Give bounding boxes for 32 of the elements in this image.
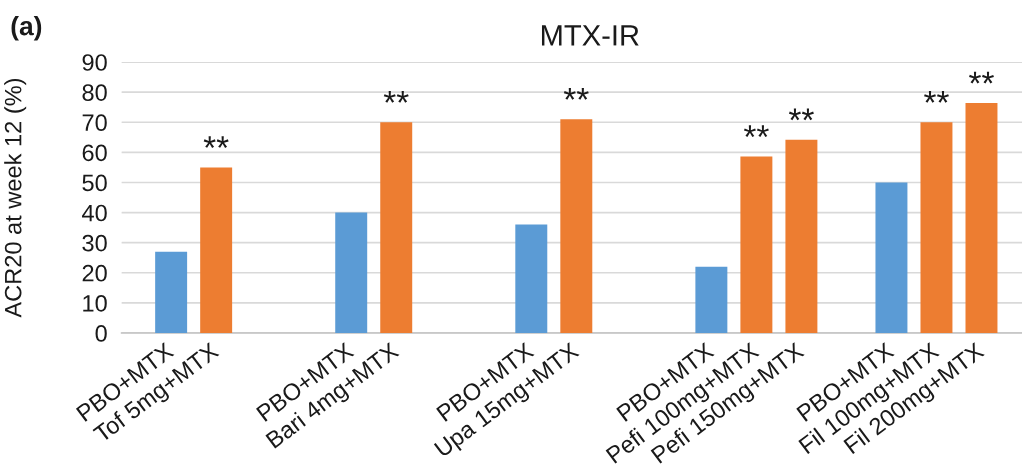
bar bbox=[875, 182, 908, 333]
bar bbox=[335, 212, 368, 333]
bar bbox=[785, 139, 818, 333]
y-axis-title: ACR20 at week 12 (%) bbox=[4, 78, 27, 318]
bar bbox=[695, 266, 728, 333]
annotation: ** bbox=[924, 91, 949, 103]
annotation: ** bbox=[788, 108, 814, 121]
y-tick-label: 40 bbox=[82, 204, 107, 222]
annotation: ** bbox=[563, 88, 589, 100]
bar bbox=[965, 103, 998, 333]
bar bbox=[560, 119, 593, 333]
y-tick-label: 50 bbox=[82, 174, 107, 192]
chart-title: MTX-IR bbox=[541, 25, 639, 46]
annotation: ** bbox=[743, 125, 769, 138]
y-tick-label: 10 bbox=[83, 294, 107, 312]
bar bbox=[515, 224, 548, 333]
bar bbox=[200, 167, 233, 333]
y-tick-label: 30 bbox=[82, 234, 107, 252]
y-tick-label: 70 bbox=[82, 114, 107, 132]
y-tick-label: 90 bbox=[82, 54, 107, 71]
bar bbox=[155, 251, 188, 333]
annotation: ** bbox=[203, 136, 229, 148]
y-tick-label: 20 bbox=[82, 264, 107, 282]
text: (a) bbox=[11, 16, 42, 41]
y-tick-label: 80 bbox=[82, 84, 107, 101]
y-tick-label: 60 bbox=[82, 144, 107, 162]
bar bbox=[740, 156, 773, 333]
bar bbox=[380, 122, 413, 333]
annotation: ** bbox=[969, 71, 994, 84]
y-tick-label: 0 bbox=[95, 325, 107, 342]
annotation: ** bbox=[383, 91, 409, 103]
bar bbox=[920, 122, 953, 333]
